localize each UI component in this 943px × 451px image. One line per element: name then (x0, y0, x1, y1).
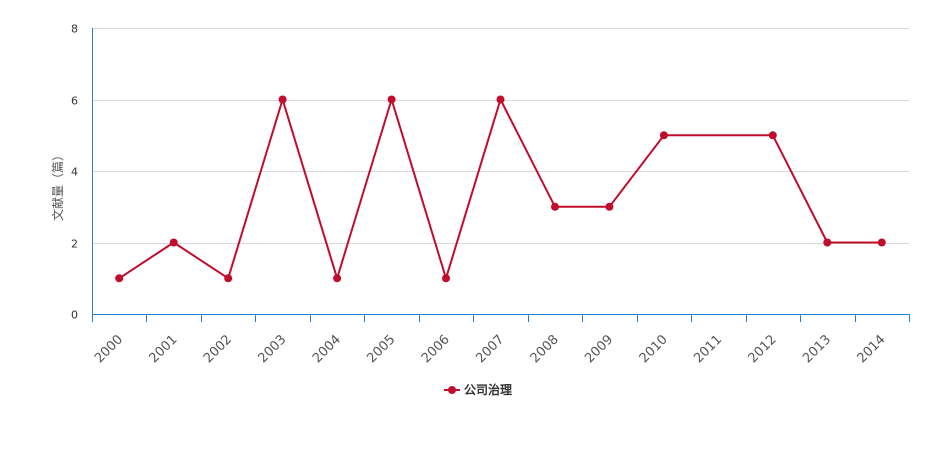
y-tick-label: 4 (71, 166, 78, 179)
data-point[interactable] (551, 202, 559, 211)
series-line (118, 98, 882, 280)
x-tick-label: 2005 (364, 332, 398, 366)
data-point[interactable] (823, 238, 832, 247)
axes (92, 28, 910, 322)
data-point[interactable] (659, 131, 668, 140)
x-tick-label: 2001 (147, 332, 181, 366)
data-point[interactable] (278, 95, 287, 104)
data-point[interactable] (115, 274, 124, 283)
x-tick-label: 2006 (419, 332, 453, 366)
y-tick-labels: 0 2 4 6 8 (71, 23, 78, 322)
x-tick-label: 2011 (691, 332, 725, 366)
y-tick-label: 8 (71, 23, 78, 36)
y-axis-title: 文献量（篇） (50, 149, 65, 221)
x-tick-label: 2003 (255, 332, 289, 366)
data-point[interactable] (442, 274, 450, 283)
grid-lines (92, 28, 909, 244)
data-point[interactable] (605, 202, 614, 211)
x-tick-label: 2012 (746, 332, 780, 366)
y-tick-label: 2 (71, 238, 78, 251)
data-point[interactable] (387, 95, 396, 104)
data-point[interactable] (877, 238, 886, 247)
data-point[interactable] (768, 131, 777, 140)
data-point[interactable] (496, 95, 505, 104)
legend-marker (448, 386, 456, 394)
legend-label[interactable]: 公司治理 (464, 382, 512, 397)
x-tick-label: 2008 (528, 332, 562, 366)
y-tick-label: 0 (71, 309, 78, 322)
x-tick-label: 2014 (855, 332, 889, 366)
x-tick-label: 2010 (637, 332, 671, 366)
legend[interactable]: 公司治理 (444, 382, 512, 397)
series-layer (115, 95, 886, 283)
x-tick-label: 2002 (201, 332, 235, 366)
data-point[interactable] (333, 274, 342, 283)
x-tick-label: 2013 (800, 332, 834, 366)
x-tick-label: 2004 (310, 332, 344, 366)
x-tick-label: 2009 (582, 332, 616, 366)
data-point[interactable] (169, 238, 178, 247)
data-point[interactable] (224, 274, 233, 283)
x-tick-labels: 2000 2001 2002 2003 2004 2005 2006 2007 2008 2009… (92, 332, 889, 366)
x-tick-label: 2000 (92, 332, 126, 366)
x-tick-label: 2007 (473, 332, 507, 366)
y-tick-label: 6 (71, 95, 78, 108)
